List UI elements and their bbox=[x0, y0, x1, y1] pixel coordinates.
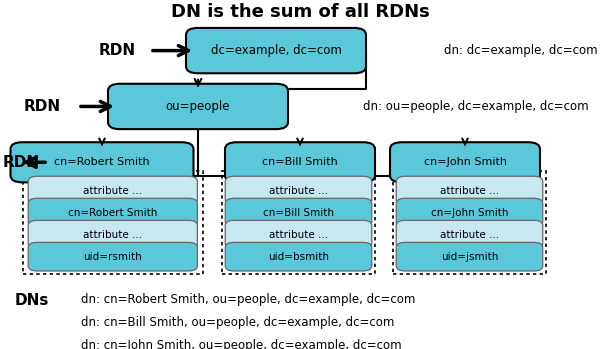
Text: DNs: DNs bbox=[15, 293, 49, 308]
FancyBboxPatch shape bbox=[186, 28, 366, 73]
Text: cn=John Smith: cn=John Smith bbox=[424, 157, 506, 167]
Text: uid=bsmith: uid=bsmith bbox=[268, 252, 329, 262]
Text: attribute ...: attribute ... bbox=[83, 186, 142, 195]
Text: attribute ...: attribute ... bbox=[269, 230, 328, 240]
Text: dn: dc=example, dc=com: dn: dc=example, dc=com bbox=[444, 44, 598, 57]
FancyBboxPatch shape bbox=[225, 220, 372, 249]
Text: dn: cn=John Smith, ou=people, dc=example, dc=com: dn: cn=John Smith, ou=people, dc=example… bbox=[81, 339, 401, 349]
Text: cn=Robert Smith: cn=Robert Smith bbox=[54, 157, 150, 167]
FancyBboxPatch shape bbox=[396, 198, 543, 227]
FancyBboxPatch shape bbox=[225, 242, 372, 271]
Text: attribute ...: attribute ... bbox=[269, 186, 328, 195]
Text: RDN: RDN bbox=[98, 43, 136, 58]
Text: uid=rsmith: uid=rsmith bbox=[83, 252, 142, 262]
Text: attribute ...: attribute ... bbox=[440, 230, 499, 240]
FancyBboxPatch shape bbox=[390, 142, 540, 182]
FancyBboxPatch shape bbox=[225, 198, 372, 227]
FancyBboxPatch shape bbox=[11, 142, 193, 182]
FancyBboxPatch shape bbox=[225, 142, 375, 182]
Text: ou=people: ou=people bbox=[166, 100, 230, 113]
FancyBboxPatch shape bbox=[396, 176, 543, 205]
Text: RDN: RDN bbox=[3, 155, 40, 170]
Text: DN is the sum of all RDNs: DN is the sum of all RDNs bbox=[170, 3, 430, 21]
Text: cn=Robert Smith: cn=Robert Smith bbox=[68, 208, 157, 217]
Text: cn=Bill Smith: cn=Bill Smith bbox=[263, 208, 334, 217]
FancyBboxPatch shape bbox=[28, 220, 197, 249]
Text: RDN: RDN bbox=[23, 99, 61, 114]
FancyBboxPatch shape bbox=[225, 176, 372, 205]
Text: dc=example, dc=com: dc=example, dc=com bbox=[211, 44, 341, 57]
Text: dn: ou=people, dc=example, dc=com: dn: ou=people, dc=example, dc=com bbox=[363, 100, 589, 113]
Text: dn: cn=Robert Smith, ou=people, dc=example, dc=com: dn: cn=Robert Smith, ou=people, dc=examp… bbox=[81, 293, 415, 306]
Text: dn: cn=Bill Smith, ou=people, dc=example, dc=com: dn: cn=Bill Smith, ou=people, dc=example… bbox=[81, 316, 394, 329]
FancyBboxPatch shape bbox=[28, 242, 197, 271]
Text: cn=Bill Smith: cn=Bill Smith bbox=[262, 157, 338, 167]
FancyBboxPatch shape bbox=[28, 198, 197, 227]
FancyBboxPatch shape bbox=[396, 220, 543, 249]
FancyBboxPatch shape bbox=[108, 84, 288, 129]
FancyBboxPatch shape bbox=[28, 176, 197, 205]
Text: cn=John Smith: cn=John Smith bbox=[431, 208, 508, 217]
Text: uid=jsmith: uid=jsmith bbox=[441, 252, 498, 262]
Text: attribute ...: attribute ... bbox=[83, 230, 142, 240]
FancyBboxPatch shape bbox=[396, 242, 543, 271]
Text: attribute ...: attribute ... bbox=[440, 186, 499, 195]
